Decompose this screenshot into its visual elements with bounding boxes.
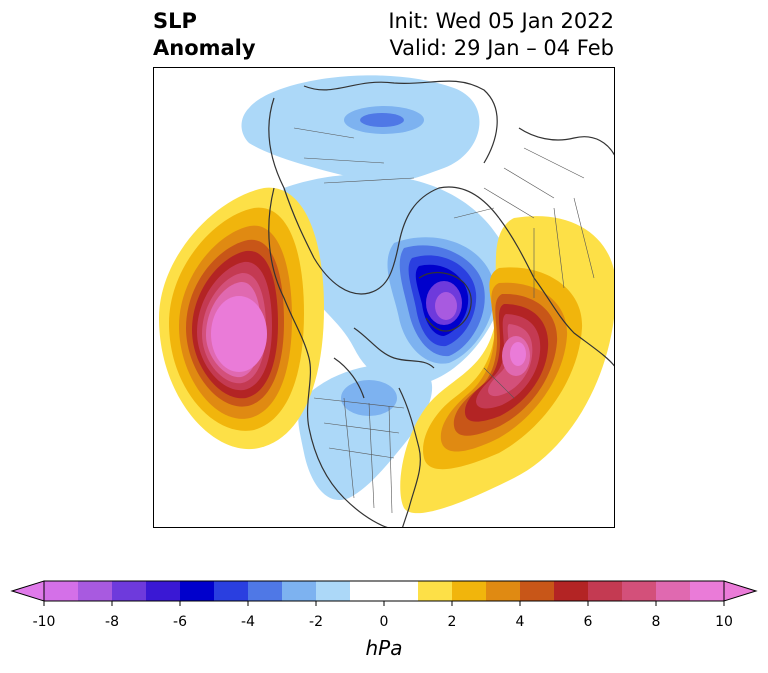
colorbar-bin bbox=[690, 581, 725, 601]
colorbar-tick-label: 0 bbox=[379, 614, 389, 630]
colorbar-tick-label: 2 bbox=[447, 614, 457, 630]
siberia-low-anomaly bbox=[241, 75, 480, 184]
colorbar-tick-label: -4 bbox=[241, 614, 255, 630]
colorbar-bin bbox=[146, 581, 181, 601]
slp-anomaly-map bbox=[159, 75, 614, 527]
political-borders bbox=[293, 127, 595, 514]
north-america-low-anomaly bbox=[298, 364, 433, 500]
colorbar-bin bbox=[350, 581, 385, 601]
valid-range: Valid: 29 Jan – 04 Feb bbox=[389, 36, 614, 60]
colorbar-tick-label: 6 bbox=[583, 614, 593, 630]
colorbar-bin bbox=[486, 581, 521, 601]
map-dates: Init: Wed 05 Jan 2022 Valid: 29 Jan – 04… bbox=[388, 8, 614, 62]
colorbar-bin bbox=[554, 581, 589, 601]
colorbar-tick-label: -2 bbox=[309, 614, 323, 630]
colorbar-bin bbox=[384, 581, 419, 601]
colorbar-under-triangle bbox=[10, 580, 45, 602]
colorbar-bin bbox=[78, 581, 113, 601]
colorbar-bin bbox=[520, 581, 555, 601]
colorbar-bin bbox=[44, 581, 79, 601]
colorbar-tick-label: 10 bbox=[715, 614, 733, 630]
colorbar-tick-label: -6 bbox=[173, 614, 187, 630]
colorbar-bin bbox=[180, 581, 215, 601]
title-variable: SLP bbox=[153, 9, 197, 33]
colorbar-bin bbox=[656, 581, 691, 601]
colorbar-bin bbox=[622, 581, 657, 601]
barents-low-anomaly bbox=[281, 174, 507, 386]
colorbar-tick-label: -8 bbox=[105, 614, 119, 630]
colorbar-bin bbox=[112, 581, 147, 601]
title-type: Anomaly bbox=[153, 36, 256, 60]
map-panel bbox=[153, 67, 615, 528]
colorbar-bin bbox=[588, 581, 623, 601]
init-date: Init: Wed 05 Jan 2022 bbox=[388, 9, 614, 33]
colorbar-bin bbox=[248, 581, 283, 601]
colorbar-bin bbox=[418, 581, 453, 601]
colorbar-bin bbox=[214, 581, 249, 601]
colorbar-tick-label: 4 bbox=[515, 614, 525, 630]
pacific-high-anomaly bbox=[159, 187, 324, 450]
colorbar-bin bbox=[452, 581, 487, 601]
colorbar-over-triangle bbox=[723, 580, 758, 602]
colorbar bbox=[10, 580, 758, 606]
colorbar-bin bbox=[282, 581, 317, 601]
colorbar-tick-label: -10 bbox=[32, 614, 56, 630]
map-title: SLP Anomaly bbox=[153, 8, 256, 62]
atlantic-high-anomaly bbox=[400, 216, 614, 514]
colorbar-bin bbox=[316, 581, 351, 601]
colorbar-unit: hPa bbox=[365, 636, 403, 660]
coastlines bbox=[268, 80, 614, 527]
colorbar-tick-label: 8 bbox=[651, 614, 661, 630]
